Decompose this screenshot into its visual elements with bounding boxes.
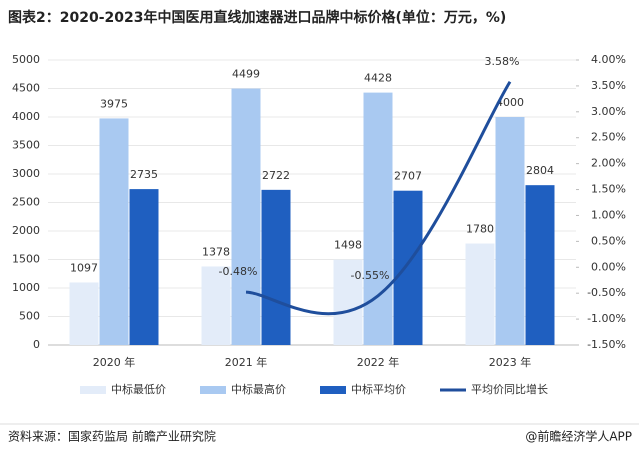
legend-label: 平均价同比增长	[471, 382, 548, 396]
chart-title: 图表2：2020-2023年中国医用直线加速器进口品牌中标价格(单位：万元，%)	[8, 9, 506, 26]
data-label: 2804	[526, 164, 554, 177]
bar	[231, 88, 261, 345]
data-label: 3975	[100, 97, 128, 110]
x-tick-label: 2022 年	[357, 355, 400, 369]
y2-tick-label: 1.50%	[591, 183, 626, 196]
data-label: 4000	[496, 96, 524, 109]
data-label: 1097	[70, 261, 98, 274]
x-tick-label: 2023 年	[489, 355, 532, 369]
bar	[363, 92, 393, 345]
line-label: 3.58%	[485, 55, 520, 68]
x-tick-label: 2021 年	[225, 355, 268, 369]
y2-tick-label: 1.00%	[591, 208, 626, 221]
y-tick-label: 2500	[12, 196, 40, 209]
bar	[69, 282, 99, 345]
bar	[393, 190, 423, 345]
y-tick-label: 4000	[12, 110, 40, 123]
source: 资料来源：国家药监局 前瞻产业研究院	[8, 429, 216, 444]
y-tick-label: 1500	[12, 253, 40, 266]
y2-tick-label: 2.00%	[591, 157, 626, 170]
y-tick-label: 0	[33, 338, 40, 351]
line-label: -0.48%	[219, 265, 258, 278]
legend-swatch	[200, 386, 226, 394]
data-label: 2722	[262, 169, 290, 182]
y2-tick-label: 0.00%	[591, 260, 626, 273]
data-label: 2707	[394, 170, 422, 183]
bar	[465, 243, 495, 345]
line-label: -0.55%	[351, 269, 390, 282]
data-label: 4428	[364, 72, 392, 85]
bar	[129, 189, 159, 345]
legend-swatch	[80, 386, 106, 394]
legend-swatch	[320, 386, 346, 394]
y2-tick-label: -0.50%	[587, 286, 626, 299]
y-tick-label: 500	[19, 310, 40, 323]
credit: @前瞻经济学人APP	[525, 429, 632, 444]
legend-label: 中标最低价	[111, 382, 166, 396]
bar	[525, 185, 555, 345]
line	[245, 80, 512, 316]
y-tick-label: 3500	[12, 139, 40, 152]
x-tick-label: 2020 年	[93, 355, 136, 369]
y2-tick-label: -1.00%	[587, 312, 626, 325]
y2-tick-label: 3.50%	[591, 79, 626, 92]
y-tick-label: 5000	[12, 53, 40, 66]
y-tick-label: 3000	[12, 167, 40, 180]
y-tick-label: 1000	[12, 281, 40, 294]
data-label: 4499	[232, 68, 260, 81]
bar	[99, 118, 129, 345]
bar	[261, 189, 291, 345]
data-label: 1780	[466, 223, 494, 236]
bar	[201, 266, 231, 345]
data-label: 1498	[334, 239, 362, 252]
bar	[333, 259, 363, 345]
data-label: 2735	[130, 168, 158, 181]
y-tick-label: 2000	[12, 224, 40, 237]
y2-tick-label: 4.00%	[591, 53, 626, 66]
y2-tick-label: 2.50%	[591, 131, 626, 144]
data-label: 1378	[202, 245, 230, 258]
legend-label: 中标最高价	[231, 382, 286, 396]
y2-tick-label: -1.50%	[587, 338, 626, 351]
legend-label: 中标平均价	[351, 382, 406, 396]
y2-tick-label: 3.00%	[591, 105, 626, 118]
y-tick-label: 4500	[12, 82, 40, 95]
bar	[495, 117, 525, 345]
y2-tick-label: 0.50%	[591, 234, 626, 247]
